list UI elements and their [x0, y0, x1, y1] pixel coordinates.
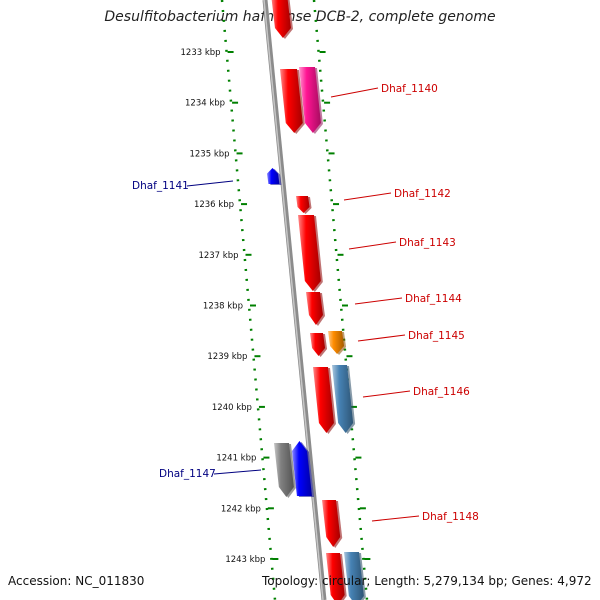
gene-leader-line — [357, 334, 406, 342]
gene-label-dhaf-1146: Dhaf_1146 — [413, 386, 470, 398]
scale-tick-label: 1234 kbp — [185, 99, 225, 109]
scale-tick-label: 1240 kbp — [212, 403, 252, 413]
gene-leader-line — [330, 87, 379, 98]
gene-arrow-1140a — [280, 69, 303, 133]
gene-arrow-1145b — [328, 331, 345, 354]
gene-arrow-top — [271, 0, 291, 38]
gene-leader-line — [343, 192, 392, 201]
gene-arrow-1145a — [310, 333, 326, 356]
gene-leader-line — [354, 297, 403, 305]
gene-label-dhaf-1144: Dhaf_1144 — [405, 293, 462, 305]
gene-label-dhaf-1145: Dhaf_1145 — [408, 330, 465, 342]
gene-label-dhaf-1142: Dhaf_1142 — [394, 188, 451, 200]
gene-arrow-1142 — [296, 196, 310, 213]
scale-tick-label: 1243 kbp — [225, 555, 265, 565]
gene-label-dhaf-1140: Dhaf_1140 — [381, 83, 438, 95]
backbone-highlight — [263, 0, 324, 600]
scale-tick-label: 1233 kbp — [181, 48, 221, 58]
gene-arrow-1140b — [299, 67, 321, 133]
gene-arrow-1147b — [292, 441, 312, 496]
scale-tick-label: 1236 kbp — [194, 200, 234, 210]
scale-tick-label: 1238 kbp — [203, 302, 243, 312]
gene-arrow-bottom-a — [326, 553, 345, 600]
scale-tick-label: 1239 kbp — [207, 352, 247, 362]
accession-label: Accession: NC_011830 — [8, 574, 145, 588]
gene-arrow-1143 — [298, 215, 321, 291]
gene-arrow-1146a — [313, 367, 334, 433]
gene-arrow-1144 — [306, 292, 323, 325]
gene-leader-line — [213, 469, 262, 475]
left-dotted-track — [220, 0, 277, 600]
gene-arrow-bottom-b — [344, 552, 364, 600]
gene-arrow-1141 — [267, 168, 280, 184]
gene-leader-line — [371, 515, 420, 522]
gene-arrow-1148 — [322, 500, 341, 547]
gene-leader-line — [186, 180, 234, 187]
genome-title: Desulfitobacterium hafniense DCB-2, comp… — [104, 9, 496, 25]
scale-tick-label: 1242 kbp — [221, 504, 261, 514]
gene-label-dhaf-1147: Dhaf_1147 — [159, 468, 216, 480]
scale-tick-label: 1241 kbp — [216, 454, 256, 464]
scale-tick-label: 1235 kbp — [189, 149, 229, 159]
right-dotted-track — [312, 0, 369, 600]
gene-leader-line — [348, 241, 397, 250]
gene-label-dhaf-1143: Dhaf_1143 — [399, 237, 456, 249]
scale-tick-label: 1237 kbp — [198, 251, 238, 261]
gene-label-dhaf-1148: Dhaf_1148 — [422, 511, 479, 523]
topology-label: Topology: circular; Length: 5,279,134 bp… — [262, 574, 592, 588]
gene-arrow-1146b — [332, 365, 354, 433]
gene-label-dhaf-1141: Dhaf_1141 — [132, 180, 189, 192]
genome-backbone — [262, 0, 327, 600]
gene-arrow-1147a — [274, 443, 294, 497]
gene-leader-line — [362, 390, 411, 398]
